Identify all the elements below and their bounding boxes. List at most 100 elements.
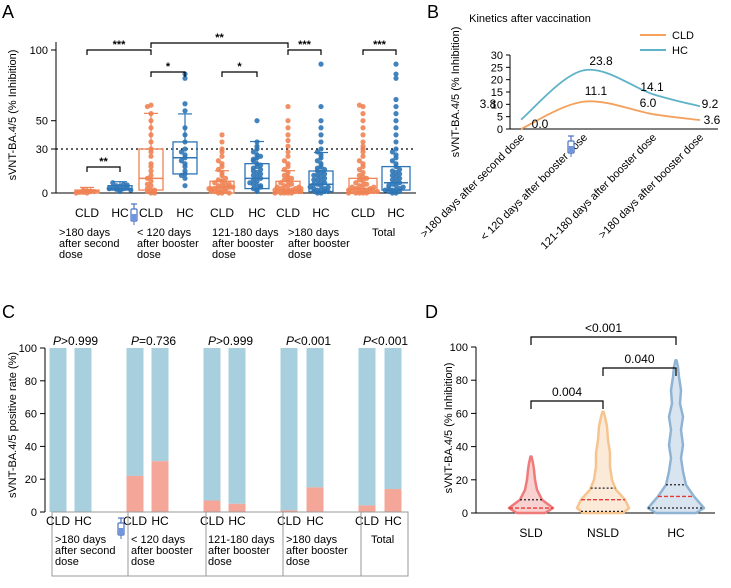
panel-label-d: D [425,302,438,322]
panel-a-point [318,146,324,152]
panel-a-point [215,183,221,189]
panel-a-point [285,125,291,131]
panel-b-xtick-label: >180 days after booster dose [597,132,706,241]
panel-a-point [88,188,94,194]
panel-a-point [281,172,287,178]
panel-d-comparison-bracket: <0.001 [530,321,677,345]
panel-a-point [393,132,399,138]
panel-a-point [182,139,188,145]
panel-c-group-label: 121-180 days [208,534,275,546]
panel-b: Kinetics after vaccination sVNT-BA.4/5 (… [419,13,721,252]
panel-a-xtick-label: HC [176,206,194,220]
panel-a-bracket-label: *** [373,39,387,51]
panel-a-group-5 [244,118,270,195]
panel-c-bar-negative [151,348,169,462]
panel-a-point [307,184,313,190]
panel-a-significance-bracket: ** [86,156,121,172]
panel-c-p-value: P=0.736 [131,334,176,348]
panel-c-group-label: >180 days [55,534,107,546]
panel-a-point [206,186,212,192]
panel-a-point [314,149,320,155]
panel-a-point [314,165,320,171]
panel-d-comparison-bracket: 0.004 [530,385,604,409]
panel-a-point [148,111,154,117]
panel-c-group-label: after booster [131,545,193,557]
panel-a-point [393,71,399,77]
panel-a-point [148,178,154,184]
panel-a-point [219,139,225,145]
panel-a-point [393,75,399,81]
panel-d-bracket-line [530,336,677,345]
panel-a-xtick-label: HC [111,206,129,220]
panel-a-point [230,184,236,190]
panel-a-point [311,181,317,187]
panel-a-point [148,168,154,174]
panel-a-point [346,187,352,193]
panel-a-bracket-line [150,71,186,77]
panel-a-point [113,183,119,189]
panel-a-point [360,139,366,145]
panel-a-point [360,111,366,117]
panel-a-significance-bracket: *** [287,39,322,55]
panel-b-title: Kinetics after vaccination [469,13,591,25]
panel-a-point [215,158,221,164]
panel-a-point [356,172,362,178]
panel-a-point [285,132,291,138]
panel-c-bar-positive [228,503,246,512]
panel-a-group-4 [206,132,236,196]
panel-a-bracket-line [362,49,397,55]
panel-c-bar-negative [280,348,298,511]
legend-label-hc: HC [672,45,688,57]
panel-a-point [226,190,232,196]
panel-a-significance-bracket: *** [86,39,152,55]
panel-d-violin-sld [507,455,555,515]
panel-a-point [182,101,188,107]
panel-a-significance-bracket: * [221,61,258,77]
panel-a-point [124,182,130,188]
panel-a-point [219,132,225,138]
panel-c-xtick-label: CLD [200,514,224,528]
panel-a-point [371,184,377,190]
panel-a-bracket-label: * [237,61,242,73]
panel-d-ytick-label: 100 [450,342,468,354]
panel-a-point [318,161,324,167]
panel-a-point [281,177,287,183]
panel-a-significance-bracket: *** [362,39,397,55]
panel-a-group-label: < 120 days [137,227,192,239]
panel-d-xtick-label: SLD [519,526,543,540]
panel-a-point [148,132,154,138]
panel-a-point [314,172,320,178]
panel-c-group-label: < 120 days [131,534,186,546]
panel-a-group-label: after second [59,238,120,250]
panel-a-point [318,139,324,145]
panel-a-point [318,61,324,67]
panel-a-point [182,164,188,170]
panel-a-point [325,188,331,195]
panel-a-bracket-label: ** [215,32,224,44]
panel-a-point [182,125,188,131]
panel-c-xtick-label: HC [384,514,402,528]
panel-c-xtick-label: CLD [123,514,147,528]
panel-a-bracket-line [86,49,152,55]
panel-a-point [258,166,264,173]
panel-c-xtick-label: CLD [277,514,301,528]
panel-a-point [371,188,377,195]
panel-b-data-label: 23.8 [589,54,613,68]
panel-b-data-label: 9.2 [702,97,719,111]
panel-d-bracket-line [530,400,604,409]
panel-a-point [285,143,291,149]
panel-a-group-0 [73,186,100,196]
panel-a-point [144,175,150,181]
panel-a-point [364,181,370,187]
panel-a-bracket-label: ** [99,156,108,168]
panel-a-point [356,102,362,108]
panel-b-ylabel: sVNT-BA.4/5 (% Inhibition) [450,27,462,158]
panel-a-point [281,183,287,189]
panel-a-group-label: >180 days [59,227,111,239]
panel-a-point [219,153,225,159]
panel-a-point [128,187,134,193]
panel-b-series-line-cld [520,100,701,130]
panel-a-point [250,156,256,162]
panel-c-p-value: P>0.999 [208,334,253,348]
panel-a-point [254,118,260,124]
